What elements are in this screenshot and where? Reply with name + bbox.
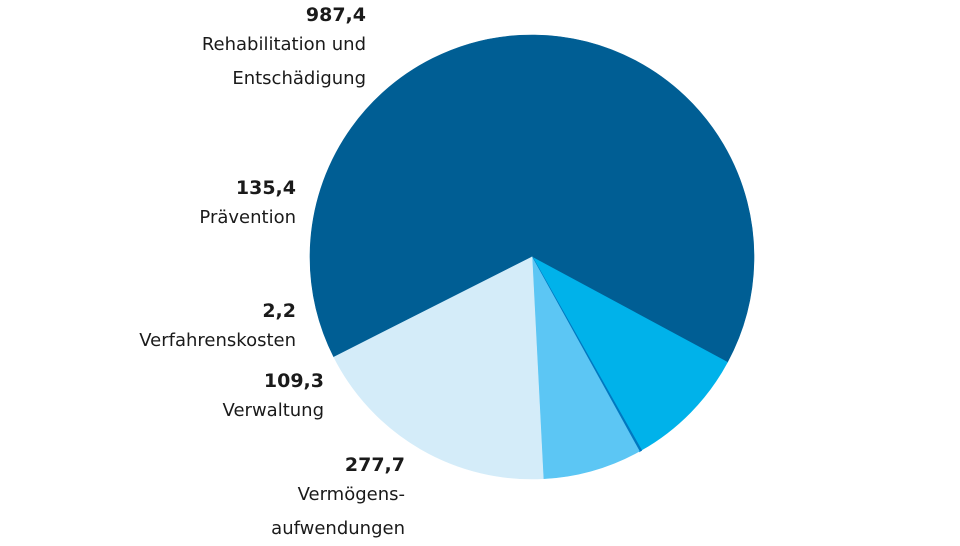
value-praevention: 135,4 <box>235 177 296 199</box>
name-praevention: Prävention <box>199 207 296 228</box>
label-vermoegensaufwendungen: 277,7 Vermögens- aufwendungen <box>185 452 405 546</box>
name-rehabilitation-line2: Entschädigung <box>232 68 366 89</box>
slice-rehabilitation <box>309 34 755 363</box>
value-rehabilitation: 987,4 <box>305 4 366 26</box>
value-verwaltung: 109,3 <box>263 370 324 392</box>
label-praevention: 135,4 Prävention <box>96 175 296 235</box>
label-verfahrenskosten: 2,2 Verfahrenskosten <box>76 298 296 358</box>
label-rehabilitation: 987,4 Rehabilitation und Entschädigung <box>66 2 366 96</box>
slice-vermoegensaufwendungen <box>333 256 544 480</box>
value-verfahrenskosten: 2,2 <box>262 300 296 322</box>
name-verfahrenskosten: Verfahrenskosten <box>139 330 296 351</box>
name-vermoegensaufwendungen-line2: aufwendungen <box>271 518 405 539</box>
slice-praevention <box>531 256 728 451</box>
name-verwaltung: Verwaltung <box>222 400 324 421</box>
label-verwaltung: 109,3 Verwaltung <box>124 368 324 428</box>
name-vermoegensaufwendungen-line1: Vermögens- <box>297 484 405 505</box>
value-vermoegensaufwendungen: 277,7 <box>344 454 405 476</box>
name-rehabilitation-line1: Rehabilitation und <box>201 34 366 55</box>
slice-verwaltung <box>531 256 640 480</box>
